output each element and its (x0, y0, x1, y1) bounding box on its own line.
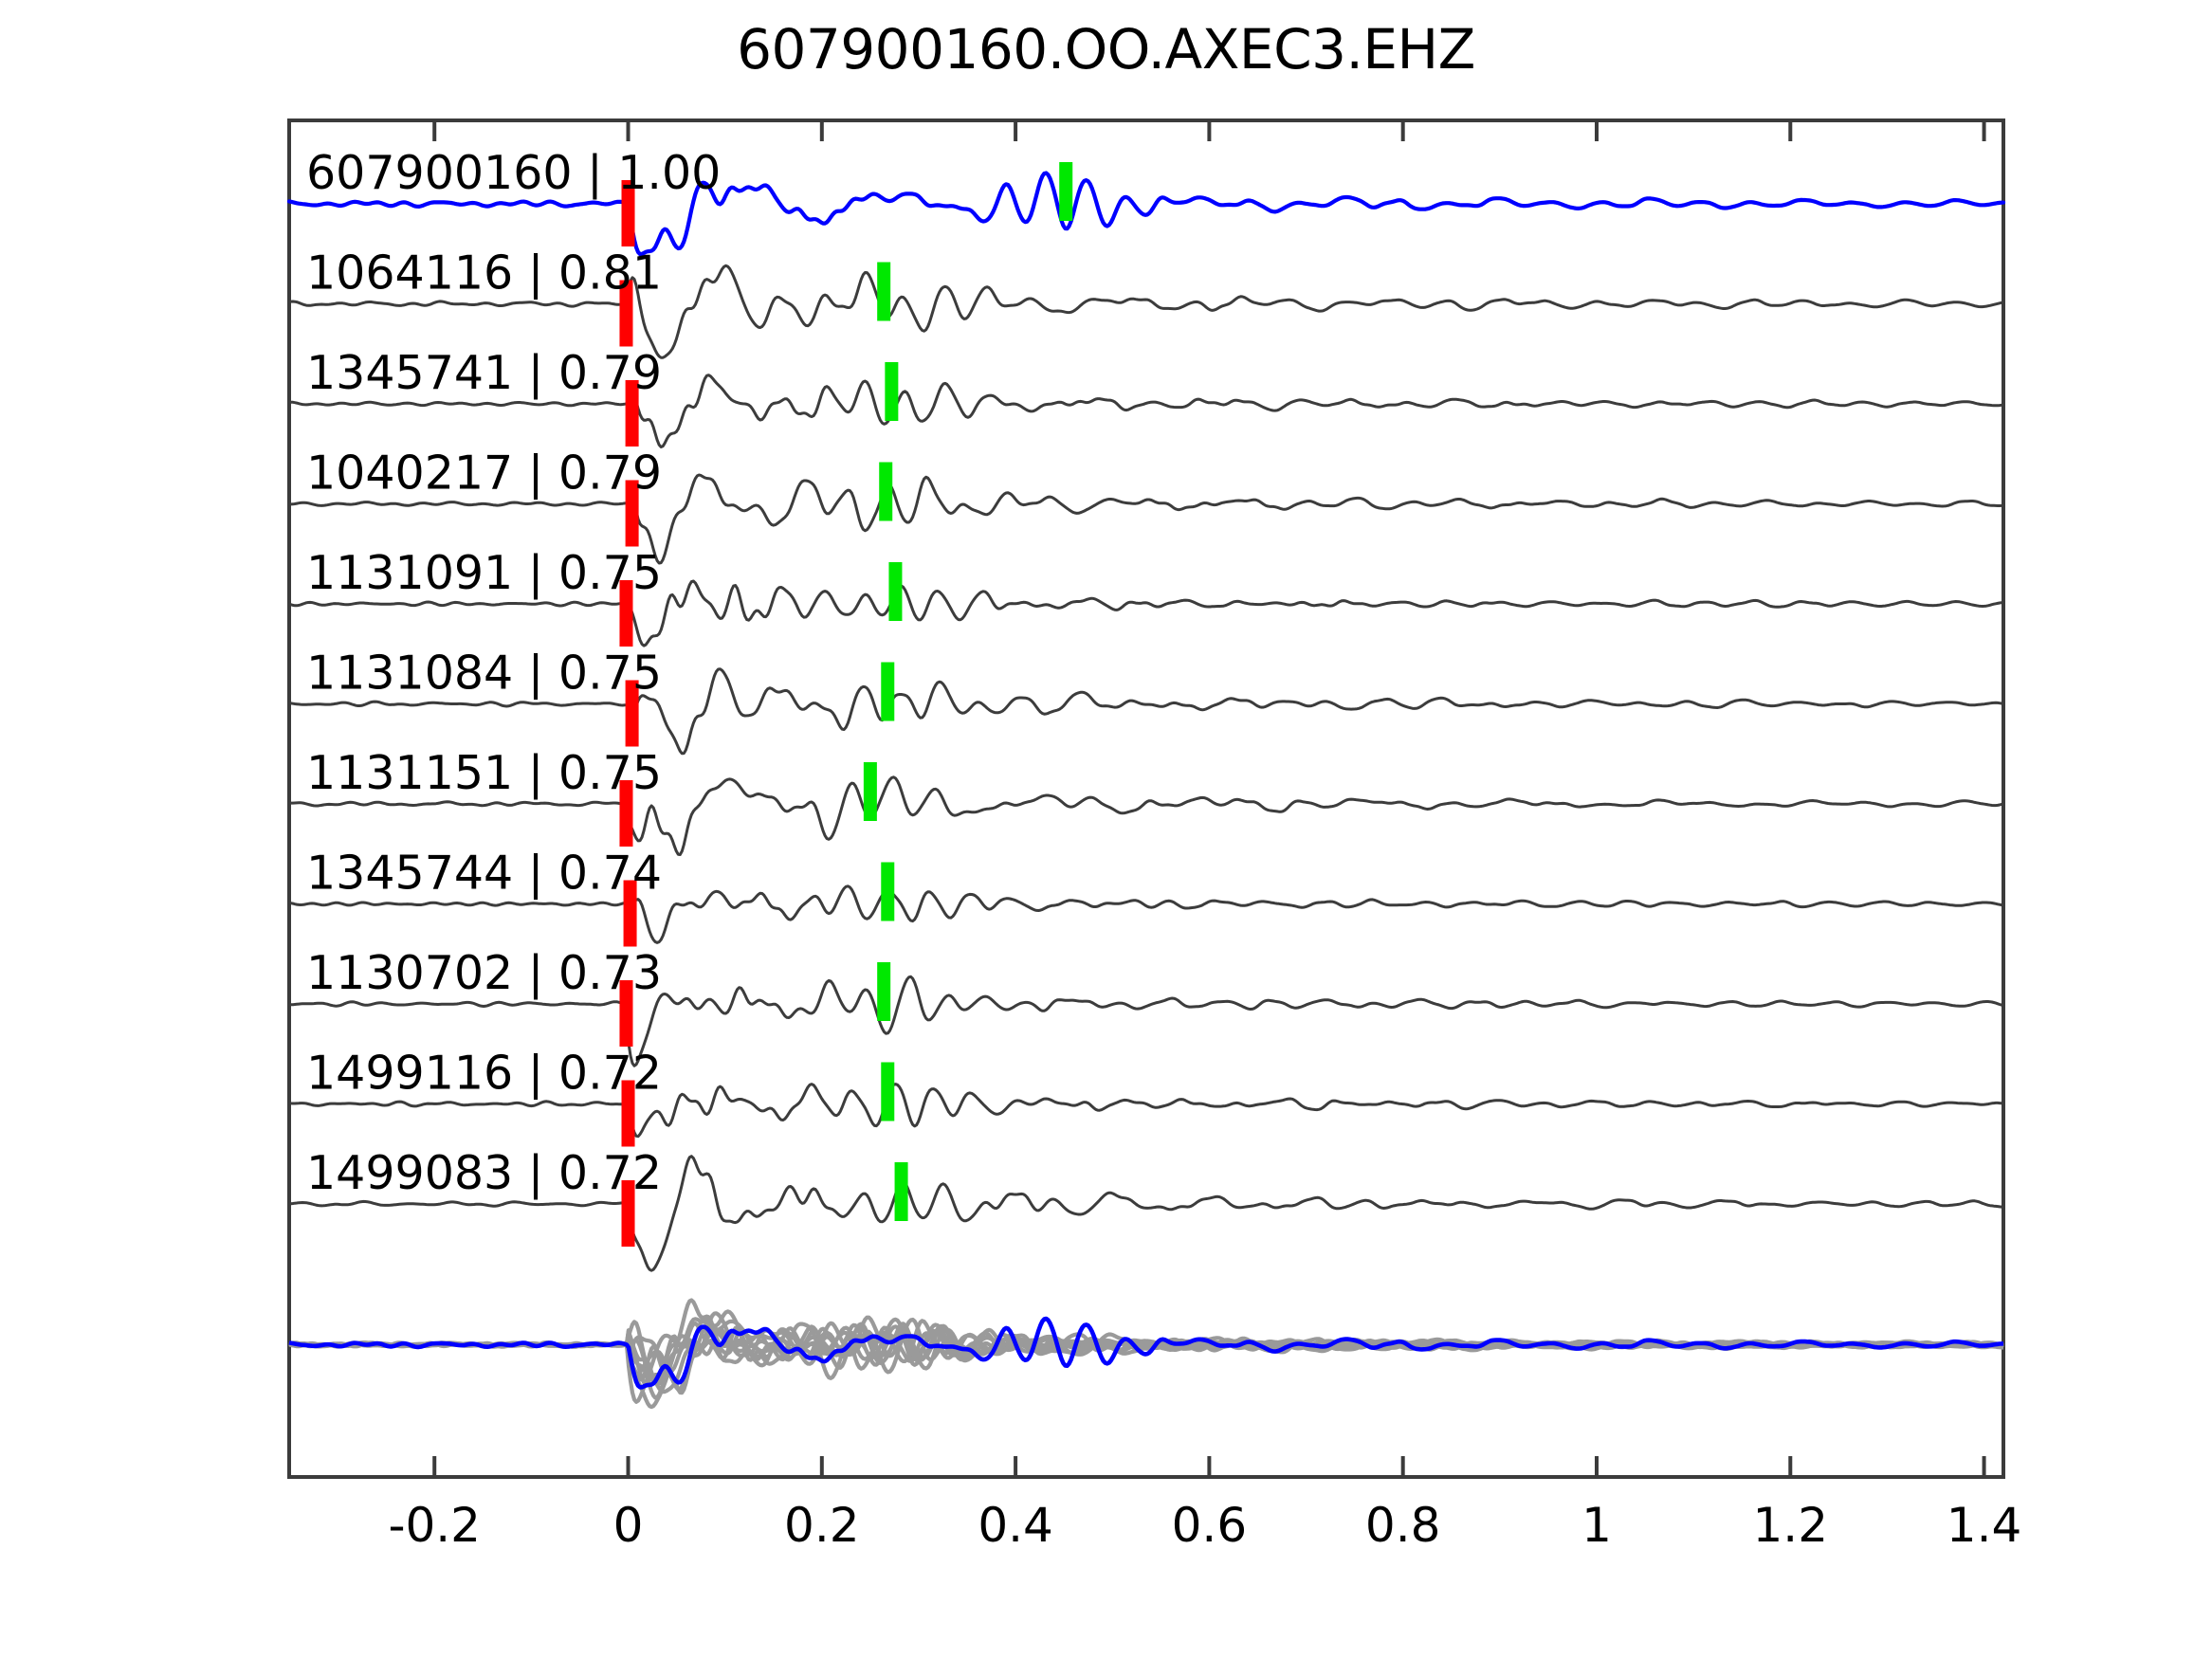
x-tick-label: 0.4 (978, 1498, 1053, 1553)
p-pick-marker (623, 880, 637, 947)
stack-overlay-trace (288, 1316, 2001, 1387)
s-pick-marker (881, 1062, 895, 1121)
waveform-trace (287, 884, 2005, 944)
axes-frame (287, 118, 2005, 1479)
x-tick-label: 0.8 (1365, 1498, 1441, 1553)
trace-label: 607900160 | 1.00 (306, 146, 721, 200)
waveform-trace (287, 1083, 2005, 1139)
pick-markers (619, 162, 1073, 1247)
trace-label: 1499083 | 0.72 (306, 1146, 662, 1200)
p-pick-marker (619, 580, 633, 647)
waveform-trace (287, 1155, 2005, 1272)
p-pick-marker (625, 480, 639, 547)
p-pick-marker (619, 980, 633, 1047)
p-pick-marker (621, 180, 635, 246)
waveform-trace (287, 775, 2005, 856)
x-tick-label: 0.6 (1172, 1498, 1248, 1553)
s-pick-marker (885, 362, 899, 421)
waveform-trace (287, 579, 2005, 647)
trace-label: 1130702 | 0.73 (306, 946, 662, 1000)
p-pick-marker (619, 780, 633, 847)
p-pick-marker (619, 280, 633, 347)
s-pick-marker (863, 762, 877, 821)
trace-label: 1345741 | 0.79 (306, 346, 662, 400)
trace-label: 1064116 | 0.81 (306, 246, 662, 301)
waveform-trace (287, 667, 2005, 756)
stack-overlay-trace (288, 1317, 2001, 1400)
x-tick-label: 0 (613, 1498, 644, 1553)
stack-reference-trace (288, 1316, 2004, 1390)
trace-labels: 607900160 | 1.00 1064116 | 0.81 1345741 | … (306, 146, 721, 1200)
p-pick-marker (625, 680, 639, 747)
trace-label: 1131091 | 0.75 (306, 546, 662, 600)
waveform-trace (286, 171, 2006, 257)
stack-overlay-trace (290, 1317, 2004, 1395)
x-tick-label: 1.2 (1753, 1498, 1829, 1553)
trace-label: 1345744 | 0.74 (306, 847, 662, 901)
waveform-trace (287, 975, 2005, 1067)
s-pick-marker (1059, 162, 1073, 221)
s-pick-marker (879, 462, 893, 521)
plot-border (287, 118, 2005, 1479)
trace-label: 1131151 | 0.75 (306, 746, 662, 800)
trace-label: 1040217 | 0.79 (306, 447, 662, 501)
trace-label: 1131084 | 0.75 (306, 647, 662, 701)
page-title: 607900160.OO.AXEC3.EHZ (737, 17, 1475, 82)
p-pick-marker (621, 1180, 635, 1247)
s-pick-marker (881, 862, 895, 921)
stack-overlay-trace (290, 1317, 2004, 1404)
s-pick-marker (881, 662, 895, 721)
stack-overlay-trace (288, 1311, 2001, 1392)
trace-label: 1499116 | 0.72 (306, 1047, 662, 1101)
s-pick-marker (888, 562, 903, 621)
p-pick-marker (625, 380, 639, 447)
s-pick-marker (894, 1162, 908, 1221)
stack-panel (288, 1298, 2004, 1410)
waveform-trace (287, 473, 2005, 565)
s-pick-marker (877, 962, 891, 1021)
x-tick-label: 1 (1581, 1498, 1612, 1553)
x-axis-ticks: -0.2 0 0.2 0.4 0.6 0.8 1 1.2 1.4 (388, 120, 2021, 1553)
x-tick-label: -0.2 (388, 1498, 481, 1553)
p-pick-marker (621, 1080, 635, 1147)
x-tick-label: 1.4 (1947, 1498, 2022, 1553)
trace-group (286, 171, 2006, 1272)
s-pick-marker (877, 262, 891, 321)
waveform-trace (287, 374, 2005, 448)
x-tick-label: 0.2 (784, 1498, 860, 1553)
waveform-trace (287, 264, 2005, 359)
